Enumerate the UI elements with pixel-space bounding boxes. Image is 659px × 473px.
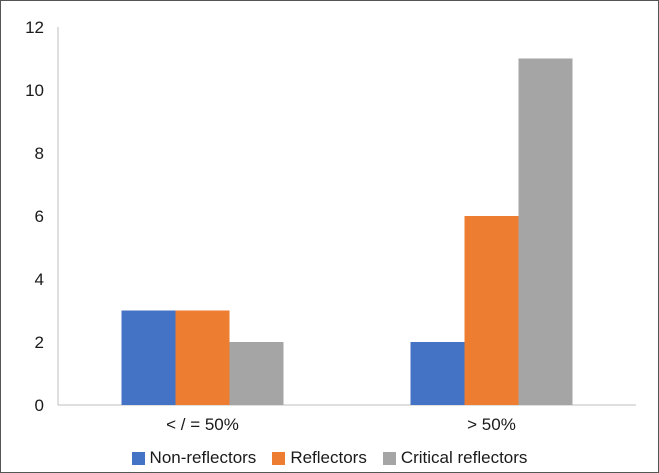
bar-non-reflectors-1 (410, 342, 465, 405)
bar-critical-reflectors-1 (518, 58, 573, 405)
legend-item: Non-reflectors (131, 448, 257, 468)
legend-item: Reflectors (272, 448, 367, 468)
x-category-label: > 50% (467, 415, 516, 434)
legend: Non-reflectors Reflectors Critical reflect… (0, 448, 659, 468)
legend-swatch (272, 451, 286, 465)
legend-label: Critical reflectors (400, 448, 528, 467)
legend-swatch (131, 451, 145, 465)
legend-label: Non-reflectors (149, 448, 257, 467)
y-tick-label: 6 (35, 207, 44, 226)
y-tick-label: 4 (35, 270, 44, 289)
y-tick-label: 10 (25, 81, 44, 100)
y-tick-label: 2 (35, 333, 44, 352)
bar-reflectors-0 (175, 310, 230, 405)
legend-swatch (382, 451, 396, 465)
x-category-label: < / = 50% (166, 415, 239, 434)
bar-critical-reflectors-0 (229, 342, 284, 405)
x-category-labels: < / = 50% > 50% (166, 415, 516, 434)
bar-non-reflectors-0 (121, 310, 176, 405)
y-tick-label: 12 (25, 18, 44, 37)
bar-reflectors-1 (464, 216, 519, 405)
bars (121, 58, 573, 405)
y-tick-labels: 0 2 4 6 8 10 12 (25, 18, 44, 415)
y-tick-label: 8 (35, 144, 44, 163)
legend-label: Reflectors (290, 448, 367, 467)
legend-item: Critical reflectors (382, 448, 528, 468)
y-tick-label: 0 (35, 396, 44, 415)
